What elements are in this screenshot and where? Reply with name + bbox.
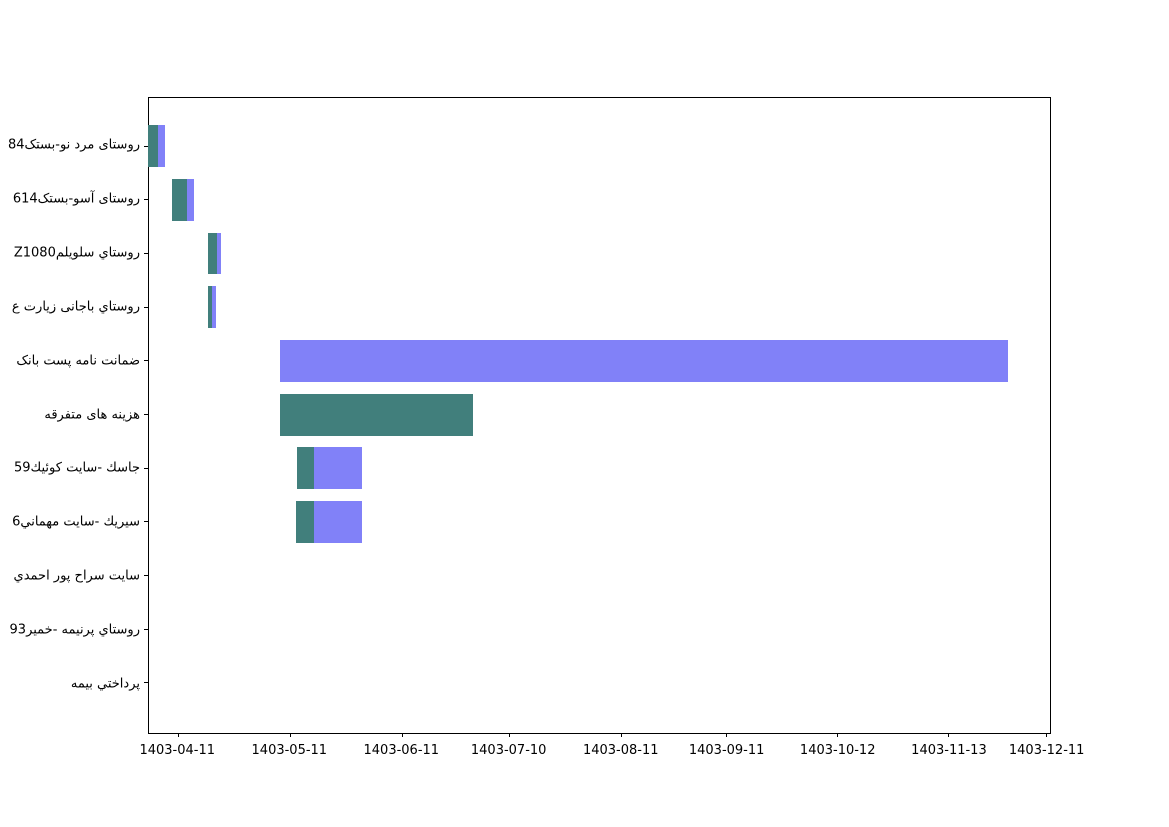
x-tick-label: 1403-12-11 bbox=[1008, 743, 1085, 758]
gantt-bar-segment-teal bbox=[295, 500, 315, 543]
x-tick-mark bbox=[508, 733, 510, 737]
gantt-bar-segment-purple bbox=[280, 339, 1009, 382]
y-tick-mark bbox=[144, 306, 148, 308]
gantt-bar-segment-teal bbox=[207, 232, 217, 275]
task-label: روستای مرد نو-بستک84 bbox=[7, 137, 140, 153]
gantt-bar-segment-purple bbox=[216, 232, 221, 275]
x-tick-label: 1403-06-11 bbox=[363, 743, 440, 758]
x-tick-mark bbox=[726, 733, 728, 737]
gantt-bar-segment-purple bbox=[158, 125, 166, 168]
x-tick-label: 1403-04-11 bbox=[139, 743, 216, 758]
gantt-bar-segment-purple bbox=[314, 500, 362, 543]
gantt-bar-segment-teal bbox=[171, 178, 187, 221]
y-tick-mark bbox=[144, 682, 148, 684]
gantt-bar-segment-teal bbox=[148, 125, 159, 168]
x-tick-label: 1403-11-13 bbox=[911, 743, 987, 758]
y-tick-mark bbox=[144, 467, 148, 469]
task-label: پرداختي بيمه bbox=[70, 676, 140, 692]
task-label: روستاي باجانی زيارت ع bbox=[11, 299, 140, 315]
x-tick-mark bbox=[178, 733, 180, 737]
y-tick-mark bbox=[144, 628, 148, 630]
gantt-bar-segment-purple bbox=[186, 178, 194, 221]
gantt-bar-segment-purple bbox=[314, 447, 362, 490]
x-tick-label: 1403-09-11 bbox=[688, 743, 765, 758]
gantt-bar-segment-teal bbox=[280, 393, 473, 436]
x-tick-mark bbox=[290, 733, 291, 737]
y-tick-mark bbox=[144, 414, 148, 416]
y-tick-mark bbox=[144, 521, 148, 523]
x-tick-label: 1403-10-12 bbox=[799, 743, 876, 758]
task-label: ضمانت نامه پست بانک bbox=[16, 353, 140, 369]
task-label: سيريك -سايت مهماني6 bbox=[12, 514, 140, 530]
task-label: هزینه های متفرقه bbox=[44, 407, 140, 423]
task-label: سايت سراح پور احمدي bbox=[13, 568, 140, 584]
gantt-bar-segment-purple bbox=[211, 286, 216, 329]
y-tick-mark bbox=[144, 253, 148, 254]
gantt-bar-segment-teal bbox=[207, 286, 212, 329]
x-tick-label: 1403-07-10 bbox=[470, 743, 547, 758]
x-tick-mark bbox=[837, 733, 839, 737]
task-label: روستاي پرنيمه -خمير93 bbox=[9, 622, 140, 638]
task-label: روستاي سلويلمZ1080 bbox=[13, 245, 140, 261]
x-tick-label: 1403-08-11 bbox=[582, 743, 659, 758]
task-label: روستای آسو-بستک614 bbox=[12, 191, 140, 207]
x-tick-mark bbox=[620, 733, 622, 737]
x-tick-mark bbox=[948, 733, 950, 737]
gantt-bar-segment-teal bbox=[296, 447, 315, 490]
y-tick-mark bbox=[144, 575, 148, 577]
plot-area bbox=[144, 97, 1051, 737]
x-tick-mark bbox=[1045, 733, 1047, 737]
task-label: جاسك -سايت كوئيك59 bbox=[14, 460, 140, 476]
y-tick-mark bbox=[144, 145, 148, 147]
y-tick-mark bbox=[144, 199, 148, 201]
y-tick-mark bbox=[144, 360, 148, 362]
x-tick-mark bbox=[401, 733, 403, 737]
x-tick-label: 1403-05-11 bbox=[251, 743, 328, 758]
